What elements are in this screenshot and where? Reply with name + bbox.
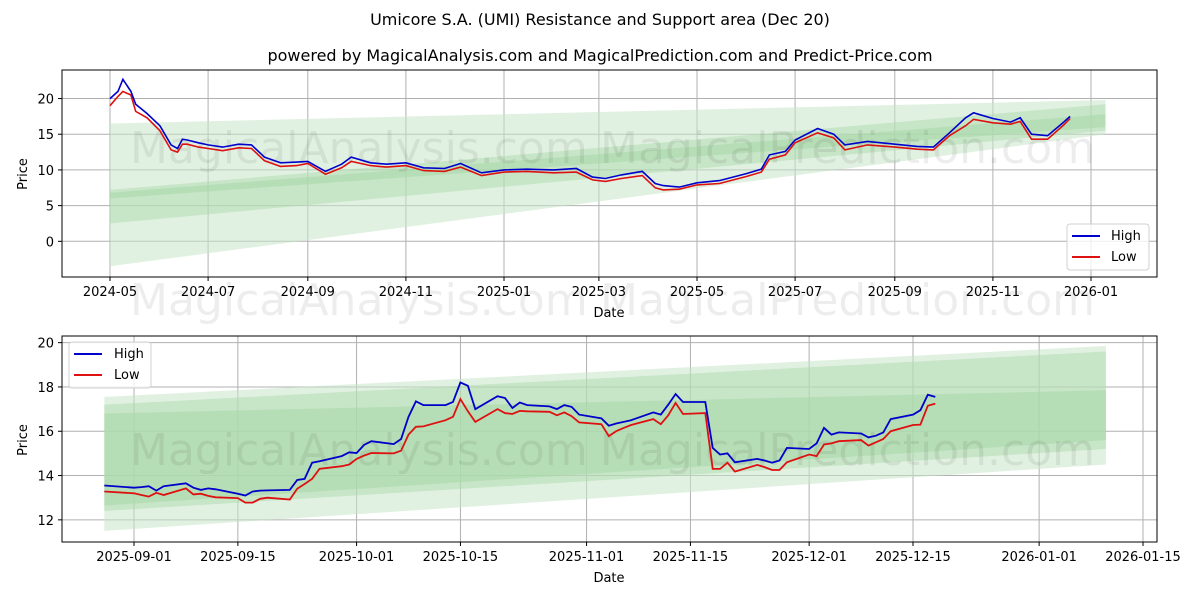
svg-text:2025-09: 2025-09 xyxy=(868,285,922,300)
svg-text:2026-01: 2026-01 xyxy=(1064,285,1118,300)
svg-text:2024-07: 2024-07 xyxy=(181,285,235,300)
svg-text:2025-09-01: 2025-09-01 xyxy=(96,550,172,565)
svg-text:2026-01-01: 2026-01-01 xyxy=(1001,550,1077,565)
svg-text:2025-01: 2025-01 xyxy=(477,285,531,300)
svg-text:2024-11: 2024-11 xyxy=(379,285,433,300)
svg-text:2024-05: 2024-05 xyxy=(83,285,137,300)
bottom-legend: High Low xyxy=(68,341,152,389)
chart-subtitle: powered by MagicalAnalysis.com and Magic… xyxy=(267,46,933,65)
top-high-line xyxy=(109,77,1071,188)
bottom-chart: MagicalAnalysis.com MagicalPrediction.co… xyxy=(16,335,1181,586)
top-low-line xyxy=(109,90,1071,191)
svg-text:15: 15 xyxy=(37,128,54,143)
legend-low-label: Low xyxy=(1111,250,1137,265)
svg-text:16: 16 xyxy=(37,425,54,440)
top-xlabel: Date xyxy=(593,306,624,321)
top-legend: High Low xyxy=(1066,223,1150,271)
top-support-resistance-bands xyxy=(110,99,1106,267)
svg-text:2025-10-01: 2025-10-01 xyxy=(319,550,395,565)
top-ylabel: Price xyxy=(16,158,31,190)
svg-text:14: 14 xyxy=(37,470,54,485)
bottom-high-line xyxy=(104,381,936,497)
legend-high-label: High xyxy=(114,347,144,362)
bottom-ticks: 2025-09-01 2025-09-15 2025-10-01 2025-10-15… xyxy=(37,337,1180,565)
bottom-axes-frame xyxy=(61,335,1158,543)
watermark-analysis: MagicalAnalysis.com xyxy=(130,123,588,174)
bottom-ylabel: Price xyxy=(16,424,31,456)
svg-text:2026-01-15: 2026-01-15 xyxy=(1105,550,1181,565)
svg-text:2025-12-01: 2025-12-01 xyxy=(771,550,847,565)
top-axes-frame xyxy=(61,69,1158,278)
svg-text:2025-11: 2025-11 xyxy=(966,285,1020,300)
top-ticks: 2024-05 2024-07 2024-09 2024-11 2025-01 2025-… xyxy=(37,93,1118,300)
svg-text:0: 0 xyxy=(46,235,54,250)
svg-text:2025-07: 2025-07 xyxy=(768,285,822,300)
chart-title: Umicore S.A. (UMI) Resistance and Suppor… xyxy=(370,10,830,29)
svg-text:2024-09: 2024-09 xyxy=(281,285,335,300)
legend-low-label: Low xyxy=(114,368,140,383)
svg-text:2025-11-01: 2025-11-01 xyxy=(549,550,625,565)
bottom-low-line xyxy=(104,397,936,504)
svg-text:2025-03: 2025-03 xyxy=(572,285,626,300)
svg-text:5: 5 xyxy=(46,200,54,215)
watermark-prediction: MagicalPrediction.com xyxy=(600,123,1095,174)
top-chart: MagicalAnalysis.com MagicalPrediction.co… xyxy=(16,69,1158,321)
svg-text:10: 10 xyxy=(37,164,54,179)
watermark-prediction-2: MagicalPrediction.com xyxy=(600,275,1095,326)
svg-text:20: 20 xyxy=(37,93,54,108)
svg-text:12: 12 xyxy=(37,514,54,529)
svg-text:2025-09-15: 2025-09-15 xyxy=(200,550,276,565)
legend-high-label: High xyxy=(1111,229,1141,244)
watermark-analysis-2: MagicalAnalysis.com xyxy=(130,275,588,326)
svg-text:2025-05: 2025-05 xyxy=(670,285,724,300)
svg-text:18: 18 xyxy=(37,381,54,396)
svg-text:2025-12-15: 2025-12-15 xyxy=(875,550,951,565)
svg-text:2025-10-15: 2025-10-15 xyxy=(423,550,499,565)
bottom-xlabel: Date xyxy=(593,571,624,586)
svg-text:20: 20 xyxy=(37,337,54,352)
svg-text:2025-11-15: 2025-11-15 xyxy=(653,550,729,565)
